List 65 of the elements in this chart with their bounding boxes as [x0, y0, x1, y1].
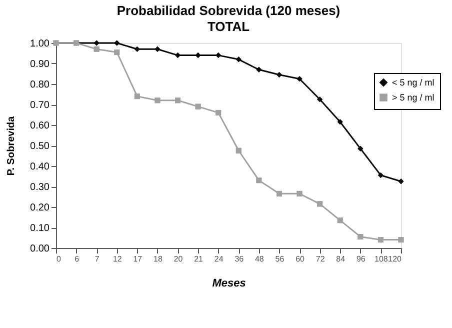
point: [94, 46, 100, 52]
point: [175, 98, 181, 104]
point: [296, 190, 302, 196]
x-tick-label: 6: [74, 254, 80, 264]
point: [358, 234, 364, 240]
point: [216, 110, 222, 116]
legend-label: < 5 ng / ml: [392, 78, 434, 88]
point: [134, 94, 140, 100]
point: [317, 96, 323, 102]
y-tick-label: 0.50: [30, 141, 50, 152]
x-tick-label: 24: [214, 254, 224, 264]
point: [398, 178, 404, 184]
x-tick-label: 20: [174, 254, 184, 264]
point: [256, 66, 262, 72]
y-axis-title: P. Sobrevida: [6, 116, 18, 176]
point: [358, 146, 364, 152]
chart-subtitle: TOTAL: [207, 19, 250, 34]
x-axis-title: Meses: [212, 278, 246, 290]
point: [276, 190, 282, 196]
point: [94, 40, 100, 46]
y-tick-label: 0.60: [30, 120, 50, 132]
point: [236, 148, 242, 154]
y-tick-label: 0.00: [30, 244, 50, 254]
y-tick-label: 0.20: [30, 202, 50, 214]
x-tick-label: 18: [154, 254, 163, 264]
y-tick-label: 0.10: [30, 223, 50, 234]
y-tick-label: 0.90: [30, 59, 50, 70]
x-tick-label: 84: [336, 254, 346, 264]
point: [154, 98, 160, 104]
x-tick-label: 7: [94, 254, 100, 264]
y-tick-label: 1.00: [30, 38, 50, 50]
x-tick-label: 96: [356, 254, 366, 264]
y-tick-label: 0.70: [30, 100, 50, 111]
point: [134, 46, 140, 52]
y-tick-label: 0.80: [30, 80, 50, 90]
x-tick-label: 60: [296, 254, 306, 264]
point: [216, 52, 222, 58]
x-tick-label: 108: [374, 254, 388, 264]
point: [317, 201, 323, 207]
point: [236, 56, 242, 62]
point: [378, 237, 384, 243]
legend-label: > 5 ng / ml: [392, 92, 434, 102]
x-tick-label: 17: [133, 254, 143, 264]
point: [114, 49, 120, 55]
y-tick-label: 0.40: [30, 162, 50, 172]
point: [398, 237, 404, 243]
y-tick-label: 0.30: [30, 182, 50, 193]
point: [337, 218, 343, 224]
chart-title: Probabilidad Sobrevida (120 meses): [116, 3, 340, 18]
point: [256, 178, 262, 184]
x-tick-label: 72: [316, 254, 326, 264]
point: [276, 72, 282, 78]
x-tick-label: 120: [388, 254, 402, 264]
x-tick-label: 0: [56, 254, 62, 264]
x-tick-label: 56: [275, 254, 285, 264]
point: [378, 172, 384, 178]
x-tick-label: 21: [194, 254, 204, 264]
point: [296, 76, 302, 82]
point: [195, 104, 201, 110]
point: [114, 40, 120, 46]
point: [154, 46, 160, 52]
point: [337, 119, 343, 125]
x-tick-label: 12: [112, 254, 122, 264]
x-tick-label: 36: [234, 254, 244, 264]
x-tick-label: 48: [254, 254, 264, 264]
